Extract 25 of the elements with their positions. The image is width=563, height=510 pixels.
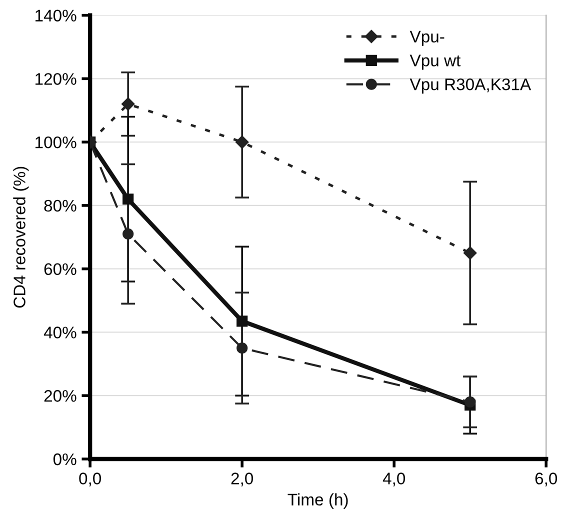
x-tick-label: 4,0: [382, 472, 406, 486]
x-tick-label: 0,0: [79, 472, 102, 486]
y-tick-label: 60%: [44, 263, 76, 276]
x-tick-label: 6,0: [535, 472, 558, 486]
y-tick-label: 120%: [36, 73, 76, 85]
y-axis-title: CD4 recovered (%): [13, 166, 29, 308]
x-tick-label: 2,0: [231, 472, 254, 486]
legend-label: Vpu R30A,K31A: [410, 78, 532, 94]
y-tick-label: 140%: [36, 10, 76, 22]
legend-label: Vpu wt: [410, 54, 461, 70]
point: [122, 228, 134, 240]
point: [236, 342, 248, 354]
y-tick-label: 40%: [44, 326, 76, 338]
y-tick-label: 0%: [53, 453, 76, 466]
point: [236, 316, 248, 327]
x-axis-title: Time (h): [288, 493, 348, 509]
point: [122, 194, 134, 205]
legend-label: Vpu-: [410, 30, 444, 46]
point: [121, 97, 135, 111]
point: [236, 135, 249, 149]
y-tick-label: 20%: [44, 390, 76, 402]
y-tick-label: 100%: [36, 136, 76, 148]
point: [464, 246, 477, 260]
y-tick-label: 80%: [44, 200, 76, 212]
point: [464, 396, 476, 408]
